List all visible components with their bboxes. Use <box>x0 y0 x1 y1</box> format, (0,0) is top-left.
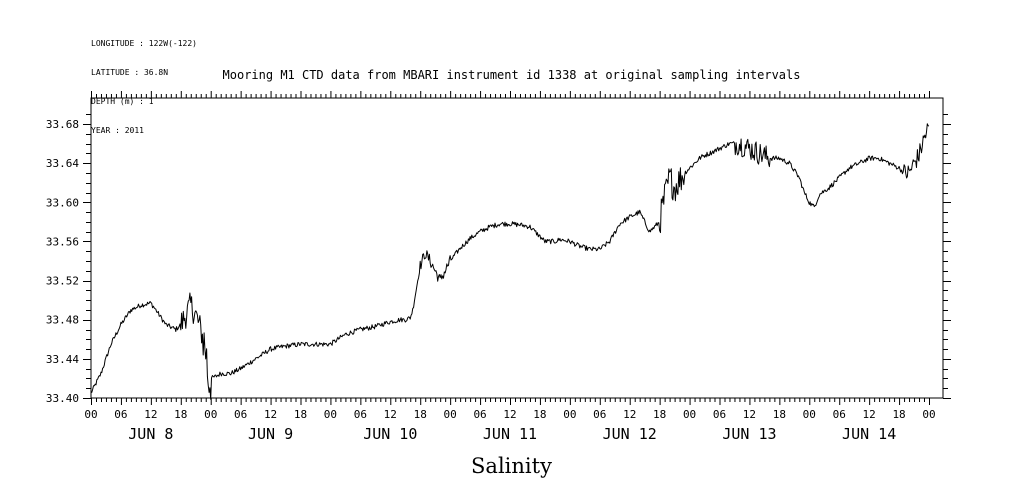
y-tick-label: 33.56 <box>46 235 79 248</box>
x-tick-label: 00 <box>922 408 935 421</box>
x-tick-label: 06 <box>354 408 367 421</box>
x-tick-label: 06 <box>593 408 606 421</box>
x-tick-label: 18 <box>653 408 666 421</box>
x-tick-label: 00 <box>84 408 97 421</box>
day-label: JUN 14 <box>842 425 896 443</box>
chart-title-text: Mooring M1 CTD data from MBARI instrumen… <box>222 68 801 82</box>
x-tick-label: 00 <box>324 408 337 421</box>
depth-line: DEPTH (m) : 1 <box>91 96 154 106</box>
x-tick-label: 12 <box>384 408 397 421</box>
x-tick-label: 12 <box>743 408 756 421</box>
axes-group <box>90 97 944 399</box>
day-label: JUN 12 <box>603 425 657 443</box>
x-axis-label-text: Salinity <box>471 454 552 478</box>
x-tick-label: 18 <box>533 408 546 421</box>
day-label: JUN 13 <box>722 425 776 443</box>
x-tick-label: 18 <box>174 408 187 421</box>
y-tick-label: 33.48 <box>46 314 79 327</box>
ticks-group <box>83 91 951 405</box>
metadata-block: LONGITUDE : 122W(-122) LATITUDE : 36.8N … <box>91 20 197 145</box>
x-tick-label: 12 <box>503 408 516 421</box>
x-tick-label: 06 <box>833 408 846 421</box>
x-tick-label: 00 <box>803 408 816 421</box>
y-tick-label: 33.64 <box>46 157 79 170</box>
day-label: JUN 10 <box>363 425 417 443</box>
y-tick-label: 33.60 <box>46 196 79 209</box>
x-tick-label: 12 <box>264 408 277 421</box>
x-axis-label: Salinity <box>0 454 1009 478</box>
y-tick-label: 33.52 <box>46 275 79 288</box>
x-tick-label: 06 <box>234 408 247 421</box>
chart-title: Mooring M1 CTD data from MBARI instrumen… <box>0 68 1009 82</box>
day-label: JUN 8 <box>128 425 173 443</box>
day-label: JUN 9 <box>248 425 293 443</box>
x-tick-label: 12 <box>623 408 636 421</box>
y-tick-label: 33.68 <box>46 118 79 131</box>
x-tick-label: 18 <box>414 408 427 421</box>
x-tick-label: 18 <box>892 408 905 421</box>
x-tick-label: 12 <box>863 408 876 421</box>
series-group <box>90 123 930 400</box>
x-tick-label: 00 <box>204 408 217 421</box>
y-tick-label: 33.40 <box>46 392 79 405</box>
x-tick-label: 06 <box>473 408 486 421</box>
latitude-line: LATITUDE : 36.8N <box>91 67 169 77</box>
x-tick-label: 12 <box>144 408 157 421</box>
x-tick-label: 00 <box>563 408 576 421</box>
x-tick-label: 06 <box>713 408 726 421</box>
salinity-series-line <box>90 123 930 400</box>
x-tick-label: 00 <box>683 408 696 421</box>
x-tick-label: 18 <box>294 408 307 421</box>
labels-group: 33.40 33.44 33.48 33.52 33.56 33.60 33.64 33.68… <box>46 118 936 443</box>
year-line: YEAR : 2011 <box>91 125 144 135</box>
day-label: JUN 11 <box>483 425 537 443</box>
x-tick-label: 00 <box>444 408 457 421</box>
longitude-line: LONGITUDE : 122W(-122) <box>91 39 197 49</box>
y-tick-label: 33.44 <box>46 353 79 366</box>
x-tick-label: 18 <box>773 408 786 421</box>
x-tick-label: 06 <box>114 408 127 421</box>
plot-frame <box>90 97 944 399</box>
